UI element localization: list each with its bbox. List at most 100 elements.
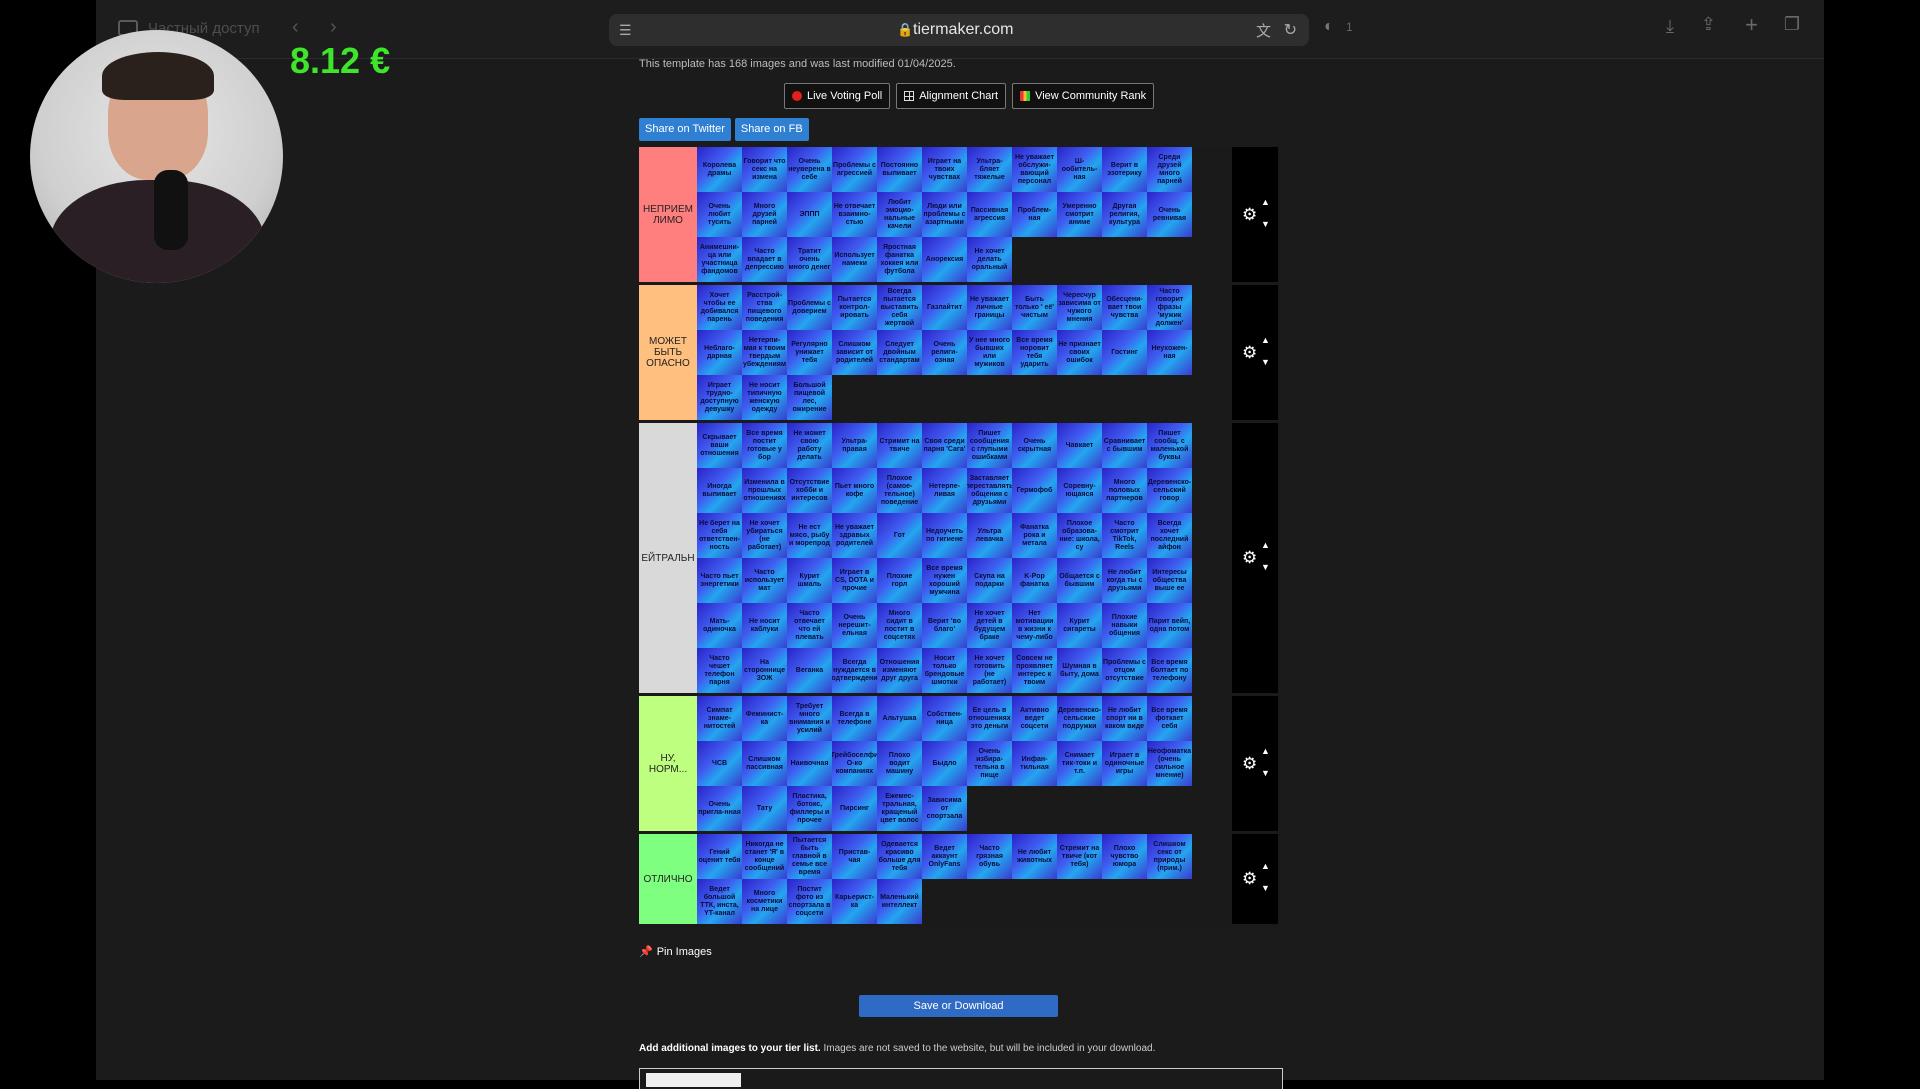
tier-item-tile[interactable]: Не хочет убираться (не работает)	[742, 513, 787, 558]
tier-item-tile[interactable]: Много половых партнеров	[1102, 468, 1147, 513]
tier-item-tile[interactable]: Гений оценит тебя	[697, 834, 742, 879]
tier-item-tile[interactable]: Постоянно выпивает	[877, 147, 922, 192]
tier-item-tile[interactable]: Гот	[877, 513, 922, 558]
tier-label[interactable]: НЕПРИЕМ ЛИМО	[639, 147, 697, 282]
tier-item-tile[interactable]: Часто отвечает что ей плевать	[787, 603, 832, 648]
tier-item-tile[interactable]: Скупа на подарки	[967, 558, 1012, 603]
tier-label[interactable]: МОЖЕТ БЫТЬ ОПАСНО	[639, 285, 697, 420]
tier-item-tile[interactable]: Чересчур зависима от чужого мнения	[1057, 285, 1102, 330]
tier-item-tile[interactable]: Плохое (самое-тельное) поведение	[877, 468, 922, 513]
tier-item-tile[interactable]: Требует много внимания и усилий	[787, 696, 832, 741]
tier-item-tile[interactable]: Стримит на твиче	[877, 423, 922, 468]
tier-item-tile[interactable]: Много косметики на лице	[742, 879, 787, 924]
tier-item-tile[interactable]: Ежемес-тральная, кращеный цвет волос	[877, 786, 922, 831]
tier-item-tile[interactable]: Карьерист-ка	[832, 879, 877, 924]
tier-item-tile[interactable]: Ведет большой ТТК, инста, YT-канал	[697, 879, 742, 924]
back-arrow-icon[interactable]: ‹	[292, 16, 299, 38]
tier-item-tile[interactable]: Пассивная агрессия	[967, 192, 1012, 237]
tier-item-tile[interactable]: Очень любит тусить	[697, 192, 742, 237]
gear-icon[interactable]: ⚙	[1242, 342, 1258, 362]
tier-item-tile[interactable]: Быть только ' её' чистым	[1012, 285, 1057, 330]
tier-item-tile[interactable]: Следует двойным стандартам	[877, 330, 922, 375]
tier-item-tile[interactable]: Играет трудно-доступную девушку	[697, 375, 742, 420]
tier-item-tile[interactable]: Не уважает личные границы	[967, 285, 1012, 330]
tier-item-tile[interactable]: На стороннице ЗОЖ	[742, 648, 787, 693]
tier-item-tile[interactable]: Слишком пассивная	[742, 741, 787, 786]
tier-item-tile[interactable]: Любит эмоцио-нальные качели	[877, 192, 922, 237]
forward-arrow-icon[interactable]: ›	[330, 16, 337, 38]
tier-item-tile[interactable]: Обесцени-вает твои чувства	[1102, 285, 1147, 330]
tier-item-tile[interactable]: Слишком зависит от родителей	[832, 330, 877, 375]
tier-item-tile[interactable]: Не берет на себя ответствен-ность	[697, 513, 742, 558]
tier-item-tile[interactable]: Часто пьет энергетики	[697, 558, 742, 603]
pin-images-toggle[interactable]: 📌 Pin Images	[639, 945, 712, 959]
alignment-chart-button[interactable]: Alignment Chart	[896, 83, 1007, 109]
new-tab-icon[interactable]: +	[1745, 12, 1758, 37]
move-up-icon[interactable]: ▲	[1261, 196, 1270, 207]
gear-icon[interactable]: ⚙	[1242, 869, 1258, 888]
tier-item-tile[interactable]: Плохие навыки общения	[1102, 603, 1147, 648]
tier-item-tile[interactable]: Люди или проблемы с азартными	[922, 192, 967, 237]
translate-icon[interactable]: 文	[1255, 23, 1271, 40]
address-bar[interactable]: ☰ 🔒 tiermaker.com 文 ↻	[609, 14, 1309, 46]
tier-item-tile[interactable]: Пьет много кофе	[832, 468, 877, 513]
tier-item-tile[interactable]: Хочет чтобы ее добивался парень	[697, 285, 742, 330]
tier-item-tile[interactable]: Проблемы с агрессией	[832, 147, 877, 192]
tier-item-tile[interactable]: Всегда пытается выставить себя жертвой	[877, 285, 922, 330]
tier-item-tile[interactable]: Неблаго-дарная	[697, 330, 742, 375]
tier-item-tile[interactable]: Другая религия, культура	[1102, 192, 1147, 237]
tier-item-tile[interactable]: Говорит что секс на измена	[742, 147, 787, 192]
tier-item-tile[interactable]: Плохо чувство юмора	[1102, 834, 1147, 879]
tier-item-tile[interactable]: Интересы общества выше ее	[1147, 558, 1192, 603]
tier-item-tile[interactable]: Очень нерешит-ельная	[832, 603, 877, 648]
tier-item-tile[interactable]: Неофоматка (очень сильное мнение)	[1147, 741, 1192, 786]
tier-item-tile[interactable]: Зависима от спортзала	[922, 786, 967, 831]
tier-item-tile[interactable]: K-Pop фанатка	[1012, 558, 1057, 603]
tier-item-tile[interactable]: Пластика, ботокс, филлеры и прочее	[787, 786, 832, 831]
move-down-icon[interactable]: ▼	[1261, 767, 1270, 778]
tier-item-tile[interactable]: Заставляет переставлять общения с друзья…	[967, 468, 1012, 513]
tier-label[interactable]: ЕЙТРАЛЬН	[639, 423, 697, 693]
share-icon[interactable]: ⇪	[1700, 14, 1716, 34]
tier-item-tile[interactable]: Курит сигареты	[1057, 603, 1102, 648]
tier-item-tile[interactable]: Не ест мясо, рыбу и морепрод	[787, 513, 832, 558]
shield-icon[interactable]: ◐	[1324, 18, 1334, 35]
tier-item-tile[interactable]: Проблем-ная	[1012, 192, 1057, 237]
reload-icon[interactable]: ↻	[1283, 22, 1297, 39]
tier-item-tile[interactable]: Курит шмаль	[787, 558, 832, 603]
tier-item-tile[interactable]: Совсем не проявляет интерес к твоим	[1012, 648, 1057, 693]
tier-item-tile[interactable]: Верит 'во благо'	[922, 603, 967, 648]
move-down-icon[interactable]: ▼	[1261, 218, 1270, 229]
tier-item-tile[interactable]: Пытается контрол-ировать	[832, 285, 877, 330]
tier-item-tile[interactable]: Очень религи-озная	[922, 330, 967, 375]
tier-item-tile[interactable]: Мать-одиночка	[697, 603, 742, 648]
tier-item-tile[interactable]: Симпат знаме-нитостей	[697, 696, 742, 741]
live-voting-poll-button[interactable]: Live Voting Poll	[784, 83, 891, 109]
tier-item-tile[interactable]: Ультра-бляет тяжелые	[967, 147, 1012, 192]
tier-item-tile[interactable]: Проблемы с доверием	[787, 285, 832, 330]
tier-item-tile[interactable]: Быдло	[922, 741, 967, 786]
tab-overview-icon[interactable]: ❐	[1783, 14, 1800, 34]
tier-item-tile[interactable]: Соревну-ющаяся	[1057, 468, 1102, 513]
tier-item-tile[interactable]: Часто смотрит TikTok, Reels	[1102, 513, 1147, 558]
tier-item-tile[interactable]: Собствен-ница	[922, 696, 967, 741]
tier-item-tile[interactable]: Использует намеки	[832, 237, 877, 282]
tier-item-tile[interactable]: Все время норовит тебя ударить	[1012, 330, 1057, 375]
tier-item-tile[interactable]: Нетерпи-мая к твоим твердым убеждениям	[742, 330, 787, 375]
tier-item-tile[interactable]: Деревенско-сельский говор	[1147, 468, 1192, 513]
tier-item-tile[interactable]: Ведет аккаунт OnlyFans	[922, 834, 967, 879]
tier-item-tile[interactable]: Никогда не станет 'Я' в конце сообщений	[742, 834, 787, 879]
tier-item-tile[interactable]: Наивочная	[787, 741, 832, 786]
tier-item-tile[interactable]: Часто впадает в депрессию	[742, 237, 787, 282]
gear-icon[interactable]: ⚙	[1242, 753, 1258, 773]
tier-item-tile[interactable]: Не хочет делать оральный	[967, 237, 1012, 282]
tier-item-tile[interactable]: Не уважает обслужи-вающий персонал	[1012, 147, 1057, 192]
share-twitter-button[interactable]: Share on Twitter	[639, 118, 731, 141]
tier-item-tile[interactable]: Скрывает ваши отношения	[697, 423, 742, 468]
tier-item-tile[interactable]: Чавкает	[1057, 423, 1102, 468]
tier-label[interactable]: НУ, НОРМ...	[639, 696, 697, 831]
upload-area[interactable]	[639, 1068, 1283, 1089]
tier-item-tile[interactable]: Не признает своих ошибок	[1057, 330, 1102, 375]
tier-item-tile[interactable]: Не уважает здравых родителей	[832, 513, 877, 558]
tier-item-tile[interactable]: Всегда нуждается в подтверждении	[832, 648, 877, 693]
